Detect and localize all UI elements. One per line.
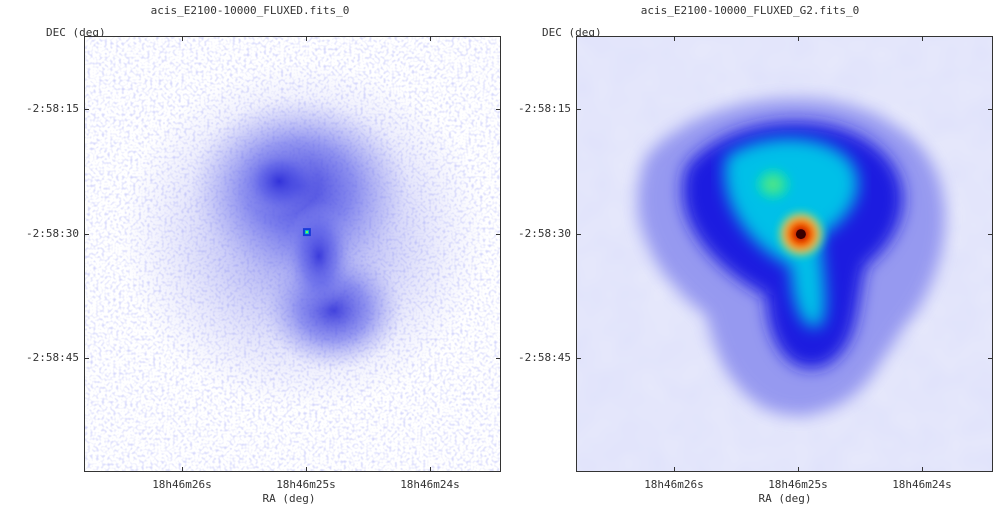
right-xtick-mark	[922, 467, 923, 472]
left-xtick-label: 18h46m26s	[152, 478, 212, 491]
left-raw-image[interactable]	[84, 36, 501, 472]
right-ytick-label: -2:58:30	[518, 227, 571, 240]
right-ytick-mark	[988, 358, 993, 359]
left-ytick-mark	[84, 358, 89, 359]
left-xtick-mark	[306, 36, 307, 41]
left-y-axis-label: DEC (deg)	[46, 26, 106, 39]
left-xtick-mark	[182, 467, 183, 472]
left-ytick-label: -2:58:15	[26, 102, 79, 115]
left-xtick-label: 18h46m25s	[276, 478, 336, 491]
left-ytick-mark	[84, 234, 89, 235]
right-x-axis-label: RA (deg)	[758, 492, 812, 505]
left-ytick-mark	[84, 109, 89, 110]
left-xtick-mark	[430, 36, 431, 41]
left-panel-title: acis_E2100-10000_FLUXED.fits_0	[150, 4, 350, 17]
right-ytick-mark	[988, 109, 993, 110]
right-xtick-mark	[798, 36, 799, 41]
left-image-panel: acis_E2100-10000_FLUXED.fits_0 DEC (deg)	[26, 4, 501, 505]
left-ytick-mark	[496, 358, 501, 359]
right-ytick-mark	[576, 109, 581, 110]
left-raw-image-canvas	[85, 37, 500, 471]
left-ytick-mark	[496, 109, 501, 110]
right-ytick-mark	[576, 358, 581, 359]
right-xtick-mark	[922, 36, 923, 41]
right-image-panel: acis_E2100-10000_FLUXED_G2.fits_0 DEC (d…	[500, 0, 1000, 511]
right-xtick-label: 18h46m25s	[768, 478, 828, 491]
right-ytick-label: -2:58:45	[518, 351, 571, 364]
right-xtick-label: 18h46m26s	[644, 478, 704, 491]
left-ytick-label: -2:58:45	[26, 351, 79, 364]
right-ytick-label: -2:58:15	[518, 102, 571, 115]
left-x-axis-label: RA (deg)	[262, 492, 316, 505]
right-y-axis-label: DEC (deg)	[542, 26, 602, 39]
left-xtick-mark	[306, 467, 307, 472]
right-smoothed-image[interactable]	[576, 36, 993, 472]
right-xtick-mark	[674, 467, 675, 472]
right-smoothed-image-canvas	[577, 37, 992, 471]
left-xtick-mark	[182, 36, 183, 41]
left-xtick-label: 18h46m24s	[400, 478, 460, 491]
right-panel-title: acis_E2100-10000_FLUXED_G2.fits_0	[640, 4, 860, 17]
right-ytick-mark	[988, 234, 993, 235]
right-xtick-mark	[798, 467, 799, 472]
left-ytick-mark	[496, 234, 501, 235]
right-xtick-label: 18h46m24s	[892, 478, 952, 491]
right-ytick-mark	[576, 234, 581, 235]
right-xtick-mark	[674, 36, 675, 41]
left-xtick-mark	[430, 467, 431, 472]
left-ytick-label: -2:58:30	[26, 227, 79, 240]
